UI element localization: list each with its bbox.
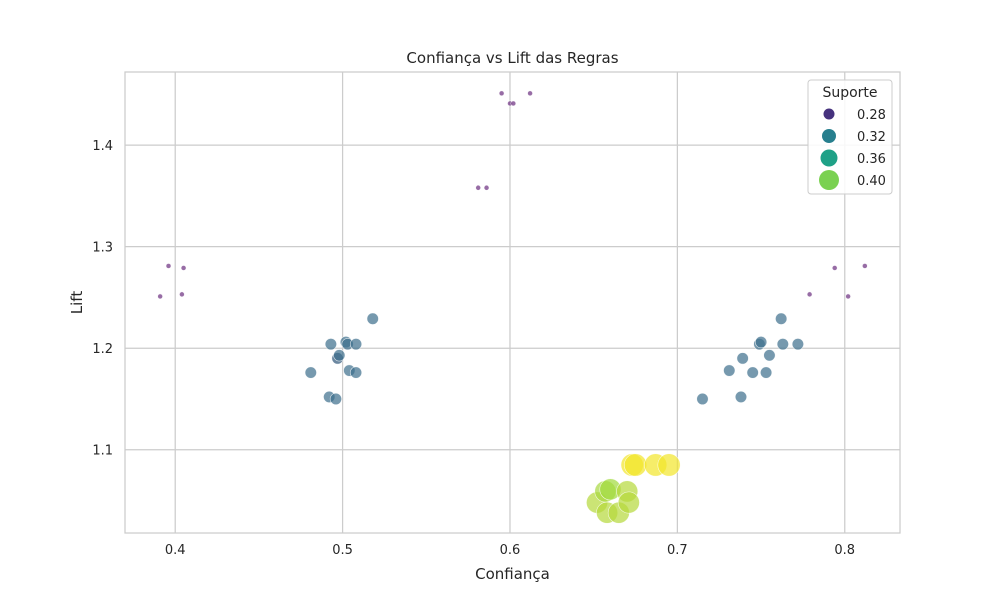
legend-marker <box>819 170 839 190</box>
data-point <box>862 263 868 269</box>
data-point <box>366 312 379 325</box>
data-point <box>304 366 317 379</box>
legend-label: 0.36 <box>857 152 886 167</box>
data-point <box>527 90 533 97</box>
x-axis-label: Confiança <box>475 565 550 583</box>
data-point <box>696 392 709 406</box>
data-point <box>349 338 363 351</box>
data-point <box>333 349 346 362</box>
data-point <box>157 293 163 300</box>
data-point <box>775 312 788 325</box>
data-point <box>498 90 505 97</box>
grid <box>125 72 900 533</box>
data-points <box>157 90 868 524</box>
x-tick-label: 0.4 <box>165 543 186 558</box>
y-tick-label: 1.1 <box>92 444 113 459</box>
data-point <box>165 263 172 269</box>
legend-marker <box>822 129 836 143</box>
legend-entries: 0.28 0.32 0.36 0.40 <box>819 108 886 190</box>
data-point <box>763 349 776 362</box>
data-point <box>776 338 789 351</box>
legend-label: 0.40 <box>857 174 886 189</box>
data-point <box>723 364 736 377</box>
data-point <box>329 392 342 406</box>
y-axis-label: Lift <box>68 291 86 315</box>
y-tick-label: 1.3 <box>92 241 113 256</box>
legend-label: 0.28 <box>857 108 886 123</box>
data-point <box>736 352 749 365</box>
x-tick-label: 0.7 <box>667 543 688 558</box>
data-point <box>760 366 773 379</box>
data-point <box>845 293 851 300</box>
data-point <box>324 338 337 351</box>
legend-marker <box>820 149 838 167</box>
data-point <box>831 265 838 271</box>
x-tick-label: 0.8 <box>834 543 855 558</box>
data-point <box>624 453 648 477</box>
y-tick-label: 1.2 <box>92 342 113 357</box>
data-point <box>483 184 490 191</box>
data-point <box>180 265 187 271</box>
legend-title: Suporte <box>822 85 877 101</box>
legend-marker <box>823 108 835 120</box>
x-tick-label: 0.6 <box>500 543 521 558</box>
data-point <box>510 100 517 107</box>
data-point <box>746 366 759 379</box>
data-point <box>475 184 481 191</box>
x-tick-label: 0.5 <box>332 543 353 558</box>
y-tick-label: 1.4 <box>92 139 113 154</box>
data-point <box>617 491 640 514</box>
tick-labels: 0.4 0.5 0.6 0.7 0.8 1.1 1.2 1.3 1.4 <box>92 139 855 558</box>
data-point <box>755 336 768 349</box>
data-point <box>734 390 748 403</box>
data-point <box>791 338 804 351</box>
plot-frame <box>124 71 901 534</box>
legend-label: 0.32 <box>857 130 886 145</box>
data-point <box>179 291 185 298</box>
data-point <box>349 366 363 379</box>
chart-title: Confiança vs Lift das Regras <box>406 49 618 67</box>
legend: Suporte 0.28 0.32 0.36 0.40 <box>807 79 893 195</box>
data-point <box>806 291 813 298</box>
data-point <box>657 453 681 477</box>
